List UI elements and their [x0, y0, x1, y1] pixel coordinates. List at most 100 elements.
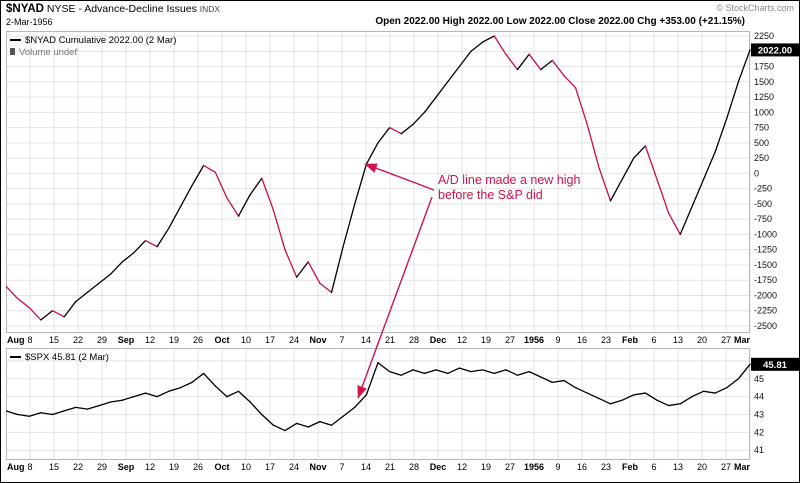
- x-tick-label: 29: [96, 462, 108, 472]
- x-tick-label: Oct: [214, 462, 230, 472]
- y-axis-label: -250: [754, 184, 772, 194]
- y-axis-label: 41: [754, 445, 764, 455]
- x-tick-label: 24: [288, 462, 300, 472]
- x-tick-label: 10: [240, 462, 252, 472]
- x-tick-label: 19: [168, 335, 180, 345]
- chart-date: 2-Mar-1956: [6, 17, 53, 27]
- y-axis-label: 500: [754, 138, 769, 148]
- last-price-badge-text: 45.81: [763, 360, 787, 371]
- x-tick-label: 23: [600, 335, 612, 345]
- y-axis-label: 45: [754, 374, 764, 384]
- annotation-line1: A/D line made a new high: [438, 173, 581, 187]
- x-tick-label: 13: [672, 335, 684, 345]
- volume-legend-label: Volume undef: [19, 47, 78, 58]
- y-axis-label: -2000: [754, 290, 777, 300]
- x-tick-label: 8: [27, 335, 33, 345]
- x-tick-label: Nov: [309, 462, 327, 472]
- x-tick-label: 26: [192, 335, 204, 345]
- x-tick-label: 22: [72, 335, 84, 345]
- x-tick-label: Sep: [117, 335, 135, 345]
- y-axis-label: -2250: [754, 306, 777, 316]
- ohlc-summary: Open 2022.00 High 2022.00 Low 2022.00 Cl…: [375, 16, 745, 27]
- x-tick-label: Mar: [733, 462, 750, 472]
- y-axis-label: -1250: [754, 245, 777, 255]
- last-price-badge: [751, 357, 799, 371]
- x-tick-label: 21: [384, 462, 396, 472]
- x-tick-label: 12: [456, 462, 468, 472]
- x-tick-label: 27: [504, 335, 516, 345]
- x-tick-label: 27: [720, 462, 732, 472]
- x-tick-label: 28: [408, 462, 420, 472]
- x-tick-label: 7: [339, 462, 345, 472]
- x-tick-label: 9: [555, 335, 561, 345]
- x-tick-label: 1956: [523, 335, 545, 345]
- x-tick-label: Aug: [7, 462, 25, 472]
- x-tick-label: 23: [600, 462, 612, 472]
- y-axis-label: 1250: [754, 92, 774, 102]
- x-tick-label: 29: [96, 335, 108, 345]
- y-axis-label: -1750: [754, 275, 777, 285]
- copyright: © StockCharts.com: [716, 3, 794, 13]
- x-tick-label: 12: [144, 335, 156, 345]
- x-tick-label: 26: [192, 462, 204, 472]
- x-tick-label: 22: [72, 462, 84, 472]
- y-axis-label: -750: [754, 214, 772, 224]
- x-tick-label: 20: [696, 462, 708, 472]
- y-axis-label: -500: [754, 199, 772, 209]
- line-series-icon: [10, 356, 21, 358]
- y-axis-label: -2500: [754, 321, 777, 331]
- x-tick-label: 17: [264, 462, 276, 472]
- nyad-cumulative-panel: 2250200017501500125010007505002500-250-5…: [6, 31, 799, 333]
- x-tick-label: Dec: [429, 335, 447, 345]
- x-tick-label: 19: [480, 335, 492, 345]
- y-axis-label: 250: [754, 153, 769, 163]
- spx-legend-label: $SPX 45.81 (2 Mar): [25, 352, 109, 363]
- x-tick-label: 21: [384, 335, 396, 345]
- last-price-badge-text: 2022.00: [758, 45, 792, 56]
- x-tick-label: Aug: [7, 335, 25, 345]
- x-tick-label: 19: [480, 462, 492, 472]
- x-tick-label: 9: [555, 462, 561, 472]
- chart-title: $NYAD NYSE - Advance-Decline Issues INDX: [6, 3, 220, 15]
- y-axis-label: -1500: [754, 260, 777, 270]
- ticker-symbol: $NYAD: [6, 3, 44, 15]
- y-axis-label: 1750: [754, 62, 774, 72]
- x-tick-label: 27: [504, 462, 516, 472]
- x-tick-label: 28: [408, 335, 420, 345]
- volume-bar-icon: [10, 48, 15, 55]
- x-tick-label: 10: [240, 335, 252, 345]
- spx-panel: 45 44 43 42 41 45.81: [6, 348, 799, 460]
- x-tick-label: Oct: [214, 335, 230, 345]
- x-axis-labels-top-panel: Aug 8 15 22 29 Sep 12 19 26 Oct 10 17 24 Nov 7 14 21 28 De…: [1, 334, 799, 348]
- nyad-legend-label: $NYAD Cumulative 2022.00 (2 Mar): [25, 35, 177, 46]
- nyad-legend: $NYAD Cumulative 2022.00 (2 Mar): [10, 35, 176, 46]
- x-tick-label: 14: [360, 462, 372, 472]
- x-tick-label: 8: [27, 462, 33, 472]
- x-tick-label: Feb: [621, 335, 639, 345]
- spx-legend: $SPX 45.81 (2 Mar): [10, 352, 109, 363]
- y-axis-label: 44: [754, 392, 764, 402]
- x-tick-label: Feb: [621, 462, 639, 472]
- x-axis-labels-bottom-panel: Aug 8 15 22 29 Sep 12 19 26 Oct 10 17 24 Nov 7 14 21 28 De…: [1, 461, 799, 475]
- index-tag: INDX: [199, 4, 221, 14]
- x-tick-label: 15: [48, 462, 60, 472]
- x-tick-label: Dec: [429, 462, 447, 472]
- x-tick-label: 12: [144, 462, 156, 472]
- y-axis-label: 0: [754, 168, 759, 178]
- x-tick-label: 16: [576, 462, 588, 472]
- line-series-icon: [10, 39, 21, 41]
- x-tick-label: 14: [360, 335, 372, 345]
- x-tick-label: 16: [576, 335, 588, 345]
- y-axis-label: 750: [754, 123, 769, 133]
- x-tick-label: 15: [48, 335, 60, 345]
- annotation-line2: before the S&P did: [438, 188, 543, 202]
- x-tick-label: Nov: [309, 335, 327, 345]
- y-axis-label: -1000: [754, 229, 777, 239]
- x-tick-label: 17: [264, 335, 276, 345]
- x-tick-label: 6: [651, 462, 657, 472]
- x-tick-label: 24: [288, 335, 300, 345]
- x-tick-label: 27: [720, 335, 732, 345]
- x-tick-label: 13: [672, 462, 684, 472]
- y-axis-label: 42: [754, 427, 764, 437]
